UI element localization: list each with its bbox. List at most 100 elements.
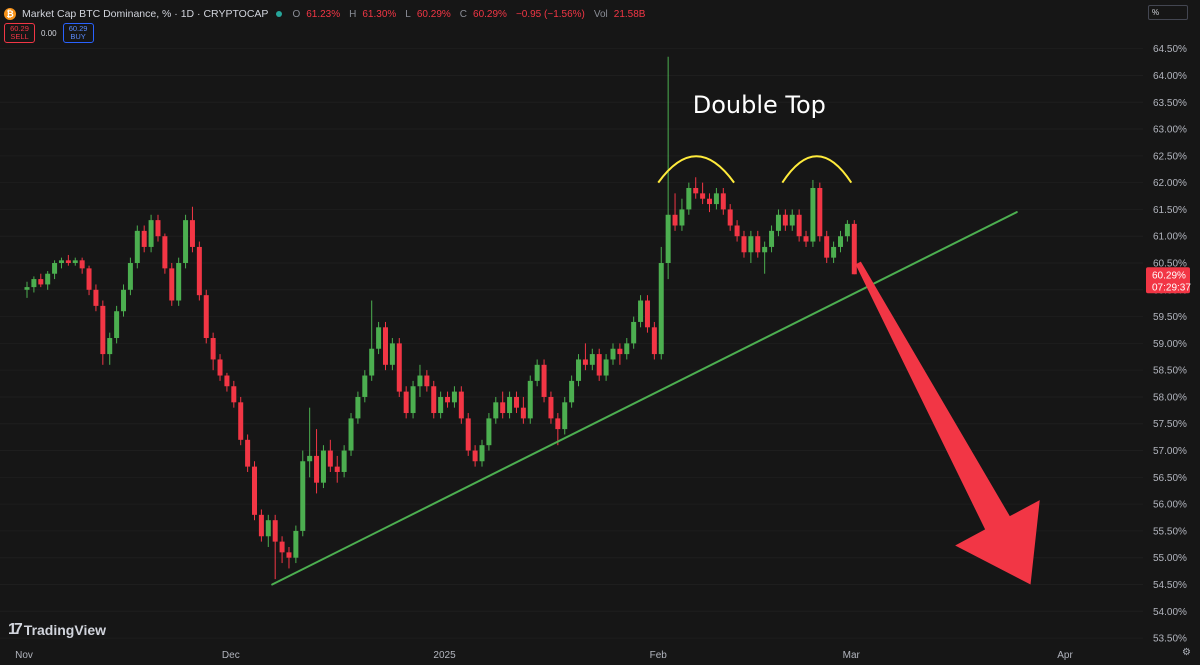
candle-body — [562, 402, 568, 430]
time-axis[interactable]: Nov Dec 2025 Feb Mar Apr — [15, 650, 1073, 661]
candle-body — [762, 246, 768, 253]
sell-label: SELL — [10, 32, 29, 41]
candle-body — [382, 327, 388, 365]
candle-body — [238, 402, 244, 440]
last-price-badge — [1146, 267, 1190, 294]
last-price-label: 60.29% — [1152, 270, 1186, 281]
candle-body — [610, 348, 616, 360]
y-tick-label: 64.50% — [1153, 44, 1187, 55]
candle-body — [107, 338, 113, 355]
candle-body — [348, 418, 354, 451]
y-tick-label: 61.00% — [1153, 232, 1187, 243]
candle-body — [713, 193, 719, 205]
candle-body — [31, 279, 37, 288]
candle-body — [369, 348, 375, 376]
support-trendline — [271, 211, 1018, 586]
scale-unit-selector[interactable]: % — [1148, 5, 1188, 20]
candle-body — [548, 396, 554, 419]
candle-body — [541, 364, 547, 397]
candle-body — [672, 214, 678, 226]
y-tick-label: 53.50% — [1153, 634, 1187, 645]
candle-body — [127, 263, 133, 290]
candle-body — [734, 225, 740, 237]
candle-body — [775, 214, 781, 231]
x-tick-label: Nov — [15, 650, 33, 661]
candle-body — [624, 343, 630, 355]
candle-body — [189, 220, 195, 247]
candle-body — [196, 246, 202, 296]
candle-body — [252, 466, 258, 515]
price-change: −0.95 (−1.56%) — [515, 8, 585, 20]
candle-body — [534, 364, 540, 381]
y-tick-label: 64.00% — [1153, 71, 1187, 82]
candle-body — [45, 273, 51, 285]
candle-body — [451, 391, 457, 403]
candle-body — [141, 230, 147, 247]
y-tick-label: 62.50% — [1153, 151, 1187, 162]
candle-body — [520, 407, 526, 419]
y-tick-label: 57.00% — [1153, 446, 1187, 457]
candle-body — [824, 236, 830, 258]
candle-body — [38, 279, 44, 285]
y-tick-label: 60.50% — [1153, 259, 1187, 270]
ohlc-close-key: C — [459, 8, 468, 20]
candle-body — [700, 193, 706, 199]
candle-body — [686, 187, 692, 210]
candle-body — [272, 520, 278, 542]
candle-body — [748, 236, 754, 253]
candle-body — [300, 461, 306, 531]
ohlc-open-value: 61.23% — [306, 8, 341, 20]
candle-body — [224, 375, 230, 387]
candle-body — [445, 396, 451, 403]
candle-body — [327, 450, 333, 467]
candle-body — [769, 230, 775, 247]
double-top-arc — [657, 155, 735, 184]
y-tick-label: 54.50% — [1153, 580, 1187, 591]
tradingview-logo-icon: 17 — [8, 621, 23, 638]
candle-body — [679, 209, 685, 226]
ohlc-high-key: H — [349, 8, 357, 20]
candle-body — [569, 380, 575, 403]
buy-button[interactable]: 60.29 BUY — [62, 23, 94, 43]
tradingview-logo[interactable]: 17 TradingView — [8, 621, 106, 639]
candle-body — [810, 187, 816, 242]
settings-gear-icon[interactable]: ⚙ — [1182, 647, 1191, 658]
candle-body — [134, 230, 140, 264]
candle-body — [651, 327, 657, 355]
candle-body — [493, 402, 499, 419]
candle-body — [555, 418, 561, 430]
candle-body — [582, 359, 588, 365]
candle-body — [403, 391, 409, 414]
bitcoin-icon: ₿ — [4, 8, 16, 20]
candle-body — [355, 396, 361, 419]
candle-body — [817, 187, 823, 237]
ohlc-low-key: L — [405, 8, 411, 20]
candle-body — [121, 289, 127, 312]
candle-body — [162, 236, 168, 269]
candle-body — [334, 466, 340, 472]
candle-body — [644, 300, 650, 328]
sell-button[interactable]: 60.29 SELL — [4, 23, 35, 43]
candle-body — [65, 260, 71, 264]
x-tick-label: Dec — [222, 650, 240, 661]
spread-value: 0.00 — [41, 28, 57, 38]
candle-body — [169, 268, 175, 301]
symbol-title[interactable]: Market Cap BTC Dominance, % · 1D · CRYPT… — [22, 8, 269, 20]
candle-body — [79, 260, 85, 269]
candle-body — [472, 450, 478, 462]
volume-key: Vol — [593, 8, 608, 20]
y-tick-label: 56.00% — [1153, 500, 1187, 511]
buy-price: 60.29 — [68, 24, 88, 33]
candle-body — [389, 343, 395, 365]
y-tick-label: 55.50% — [1153, 526, 1187, 537]
candle-body — [693, 187, 699, 194]
y-tick-label: 61.50% — [1153, 205, 1187, 216]
price-axis[interactable]: 53.50% 54.00% 54.50% 55.00% 55.50% 56.00% 56.5… — [1146, 44, 1191, 645]
candle-body — [396, 343, 402, 392]
candle-body — [617, 348, 623, 355]
y-tick-label: 54.00% — [1153, 607, 1187, 618]
candle-body — [314, 455, 320, 483]
candle-body — [727, 209, 733, 226]
candle-body — [665, 214, 671, 264]
